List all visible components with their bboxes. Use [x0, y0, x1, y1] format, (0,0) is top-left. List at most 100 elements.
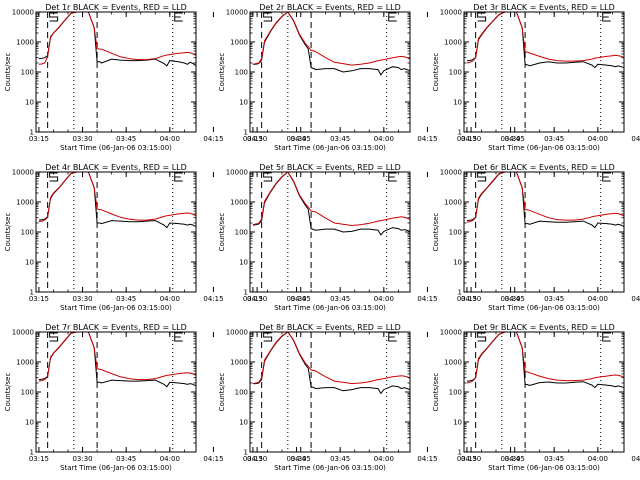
x-tick-label: 03:15 — [457, 135, 477, 143]
start-flag-marker — [263, 332, 273, 342]
x-tick-label: 03:30 — [286, 135, 306, 143]
x-tick-label: 04:00 — [160, 295, 180, 303]
x-tick-label: 04:00 — [374, 135, 394, 143]
x-tick-label: 04:45 — [291, 135, 311, 143]
series-line-red — [252, 172, 410, 227]
x-tick-label: 04:00 — [160, 455, 180, 463]
series-line-red — [252, 12, 410, 66]
plot-frame — [35, 11, 197, 133]
y-tick-label: 1000 — [230, 39, 248, 47]
x-tick-label: 03:45 — [330, 295, 350, 303]
x-tick-label: 03:45 — [116, 295, 136, 303]
end-flag-marker — [602, 172, 611, 182]
y-tick-label: 1 — [458, 289, 462, 297]
x-tick-label: 04:45 — [291, 295, 311, 303]
x-tick-label: 04:30 — [247, 135, 267, 143]
x-tick-label: 03:30 — [72, 135, 92, 143]
x-tick-label: 04:15 — [417, 135, 437, 143]
y-tick-label: 1000 — [16, 359, 34, 367]
panel-title: Det 2r BLACK = Events, RED = LLD — [259, 3, 401, 12]
start-flag-marker — [49, 12, 59, 22]
x-tick-label: 03:15 — [29, 455, 49, 463]
y-tick-label: 1 — [244, 289, 248, 297]
start-flag-marker — [49, 172, 59, 182]
detector-panel: Det 4r BLACK = Events, RED = LLD11010010… — [4, 163, 311, 312]
x-tick-label: 03:45 — [544, 455, 564, 463]
x-tick-label: 04:15 — [203, 295, 223, 303]
y-tick-label: 10000 — [12, 9, 34, 17]
start-flag-marker — [263, 172, 273, 182]
y-axis-label: Counts/sec — [218, 373, 226, 412]
y-axis-label: Counts/sec — [432, 53, 440, 92]
x-tick-label: 04:15 — [631, 135, 640, 143]
y-tick-label: 10000 — [226, 169, 248, 177]
plot-frame — [249, 11, 411, 133]
x-tick-label: 03:30 — [500, 295, 520, 303]
panel-title: Det 9r BLACK = Events, RED = LLD — [473, 323, 615, 332]
x-tick-label: 03:30 — [500, 455, 520, 463]
end-flag-marker — [602, 12, 611, 22]
series-line-red — [466, 12, 624, 64]
series-line-red — [38, 332, 196, 382]
x-axis-label: Start Time (06-Jan-06 03:15:00) — [488, 464, 600, 472]
x-tick-label: 03:45 — [330, 455, 350, 463]
y-tick-label: 1000 — [444, 39, 462, 47]
x-tick-label: 04:30 — [461, 135, 481, 143]
plot-frame — [35, 331, 197, 453]
x-tick-label: 04:30 — [461, 455, 481, 463]
x-tick-label: 03:45 — [330, 135, 350, 143]
y-tick-label: 10 — [453, 419, 462, 427]
y-tick-label: 100 — [235, 229, 248, 237]
y-tick-label: 10 — [239, 99, 248, 107]
x-tick-label: 04:45 — [505, 295, 525, 303]
x-tick-label: 03:45 — [116, 455, 136, 463]
start-flag-marker — [477, 12, 487, 22]
panel-title: Det 6r BLACK = Events, RED = LLD — [473, 163, 615, 172]
plot-frame — [35, 171, 197, 293]
y-axis-label: Counts/sec — [218, 53, 226, 92]
x-axis-label: Start Time (06-Jan-06 03:15:00) — [274, 464, 386, 472]
detector-panel: Det 1r BLACK = Events, RED = LLD11010010… — [4, 3, 311, 152]
x-axis-label: Start Time (06-Jan-06 03:15:00) — [60, 464, 172, 472]
y-axis-label: Counts/sec — [4, 213, 12, 252]
y-tick-label: 10 — [25, 419, 34, 427]
x-tick-label: 03:15 — [243, 135, 263, 143]
end-flag-marker — [388, 172, 397, 182]
end-flag-marker — [602, 332, 611, 342]
end-flag-marker — [174, 172, 183, 182]
x-tick-label: 04:00 — [588, 135, 608, 143]
x-tick-label: 04:45 — [505, 135, 525, 143]
end-flag-marker — [388, 12, 397, 22]
y-tick-label: 100 — [449, 229, 462, 237]
series-line-red — [252, 332, 410, 385]
y-tick-label: 10000 — [12, 329, 34, 337]
panel-title: Det 7r BLACK = Events, RED = LLD — [45, 323, 187, 332]
y-tick-label: 100 — [21, 69, 34, 77]
end-flag-marker — [174, 332, 183, 342]
detector-panel: Det 7r BLACK = Events, RED = LLD 1 10 100 10… — [4, 323, 311, 472]
x-tick-label: 03:30 — [72, 455, 92, 463]
start-flag-marker — [49, 332, 59, 342]
x-axis-label: Start Time (06-Jan-06 03:15:00) — [274, 144, 386, 152]
x-tick-label: 04:00 — [588, 455, 608, 463]
start-flag-marker — [263, 12, 273, 22]
x-tick-label: 04:00 — [588, 295, 608, 303]
y-tick-label: 100 — [235, 389, 248, 397]
y-axis-label: Counts/sec — [432, 213, 440, 252]
y-tick-label: 1 — [244, 449, 248, 457]
x-tick-label: 04:45 — [291, 455, 311, 463]
y-tick-label: 1 — [458, 449, 462, 457]
x-tick-label: 04:30 — [247, 455, 267, 463]
detector-panel: Det 3r BLACK = Events, RED = LLD 1 10 100 10… — [432, 3, 640, 152]
y-tick-label: 1000 — [16, 39, 34, 47]
start-flag-marker — [477, 332, 487, 342]
x-tick-label: 03:45 — [544, 135, 564, 143]
y-tick-label: 10000 — [440, 329, 462, 337]
panel-title: Det 1r BLACK = Events, RED = LLD — [45, 3, 187, 12]
y-tick-label: 1000 — [230, 359, 248, 367]
x-axis-label: Start Time (06-Jan-06 03:15:00) — [60, 304, 172, 312]
y-tick-label: 10000 — [226, 329, 248, 337]
y-tick-label: 100 — [21, 389, 34, 397]
x-tick-label: 04:30 — [461, 295, 481, 303]
x-tick-label: 03:30 — [500, 135, 520, 143]
